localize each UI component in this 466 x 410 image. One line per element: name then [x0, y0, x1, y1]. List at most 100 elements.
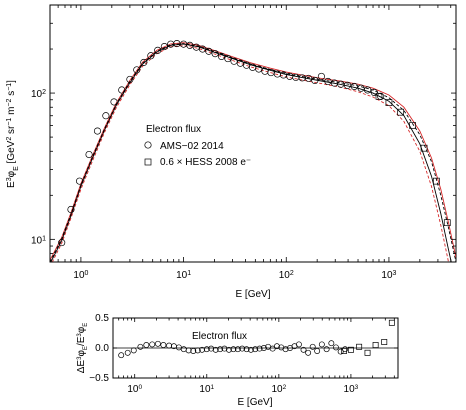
residual-ams-point — [149, 341, 156, 348]
residual-y-axis-label: ΔE3φE/E3φE — [76, 323, 89, 374]
residual-hess-point — [356, 343, 363, 350]
model-curve-2 — [51, 45, 449, 262]
ams-point — [154, 46, 162, 54]
residual-ams-point — [234, 346, 241, 353]
flux-y-axis-label: E3φE [GeV2 sr−1 m−2 s−1] — [6, 80, 20, 188]
hess-point — [443, 219, 451, 227]
legend-label-hess: 0.6 × HESS 2008 e⁻ — [160, 157, 251, 168]
data-markers — [58, 40, 451, 247]
ams-point — [67, 205, 75, 214]
ams-point — [173, 40, 181, 48]
ams-point — [357, 84, 365, 92]
residual-ams-point — [190, 348, 197, 354]
residual-ams-point — [300, 346, 307, 353]
residual-ams-point — [212, 346, 219, 353]
residual-ams-point — [328, 340, 335, 347]
model-curve-0 — [50, 43, 452, 262]
residual-ams-point — [323, 346, 330, 353]
residual-ams-point — [318, 341, 325, 348]
legend-marker-ams — [144, 141, 152, 149]
ams-point — [85, 150, 93, 159]
ams-point — [133, 66, 141, 74]
residual-ams-point — [199, 346, 206, 353]
residual-ams-point — [208, 345, 215, 352]
legend: Electron flux AMS−02 2014 0.6 × HESS 200… — [144, 124, 251, 168]
legend-title: Electron flux — [146, 124, 201, 135]
residual-y-tick-label: 0.5 — [95, 313, 109, 324]
residual-ams-point — [260, 345, 267, 351]
residual-ams-point — [130, 347, 137, 354]
ams-point — [211, 50, 219, 58]
ams-point — [205, 47, 213, 55]
ams-point — [317, 72, 325, 80]
ams-point — [305, 74, 313, 82]
ams-point — [236, 59, 244, 67]
ams-point — [147, 52, 155, 60]
residual-ams-point — [239, 345, 246, 352]
ams-point — [186, 41, 194, 49]
ams-point — [217, 52, 226, 60]
residual-ams-point — [295, 341, 302, 348]
residual-ams-point — [247, 346, 254, 353]
residual-ams-point — [305, 349, 312, 356]
ams-point — [198, 45, 207, 53]
residual-hess-point — [381, 339, 388, 345]
x-tick-label: 103 — [381, 270, 396, 282]
residual-ams-point — [143, 342, 150, 348]
residual-ams-point — [203, 346, 210, 353]
flux-x-axis-label: E [GeV] — [235, 289, 270, 300]
residual-x-tick-label: 103 — [344, 384, 359, 396]
ams-point — [343, 81, 352, 89]
ams-point — [292, 73, 300, 81]
residual-panel: 100 101 102 103 0.5 0.0 −0.5 Electron flux E [… — [76, 313, 399, 408]
legend-label-ams: AMS−02 2014 — [160, 141, 224, 152]
y-tick-label: 101 — [31, 235, 46, 247]
model-curves — [50, 42, 456, 262]
residual-ams-point — [309, 343, 316, 350]
residual-ams-point — [342, 346, 349, 353]
residual-ams-point — [217, 346, 224, 353]
residual-ams-point — [154, 340, 161, 347]
residual-ams-point — [225, 346, 232, 353]
flux-plot-frame — [49, 4, 457, 263]
residual-hess-point — [340, 348, 347, 354]
ams-point — [311, 76, 319, 84]
ams-point — [93, 127, 102, 135]
flux-axis-ticks: 100 101 102 103 101 102 — [31, 4, 456, 282]
residual-ams-point — [166, 342, 173, 349]
hess-point — [420, 144, 428, 152]
x-tick-label: 100 — [73, 270, 88, 282]
flux-panel: 100 101 102 103 101 102 E [GeV] E3φE [GeV2 sr… — [6, 4, 457, 300]
ams-point — [192, 43, 200, 51]
residual-annotation: Electron flux — [192, 331, 247, 342]
residual-ams-point — [137, 343, 144, 350]
ams-point — [118, 86, 126, 94]
residual-hess-point — [364, 349, 371, 356]
residual-ams-point — [160, 342, 167, 348]
model-curve-1 — [50, 42, 456, 261]
residual-ams-point — [175, 344, 182, 351]
residual-hess-point — [372, 342, 379, 348]
residual-hess-point — [347, 346, 354, 353]
hess-point — [385, 99, 393, 106]
ams-point — [364, 86, 372, 94]
residual-ams-point — [243, 346, 250, 353]
residual-axis-ticks: 100 101 102 103 0.5 0.0 −0.5 — [89, 313, 398, 395]
residual-ams-point — [221, 345, 228, 352]
residual-ams-point — [273, 343, 280, 350]
hess-point — [397, 108, 404, 116]
residual-ams-point — [194, 347, 201, 354]
residual-x-axis-label: E [GeV] — [237, 397, 272, 408]
ams-point — [58, 239, 66, 247]
residual-ams-point — [282, 346, 289, 353]
ams-point — [110, 98, 118, 106]
model-curve-3 — [50, 43, 456, 262]
ams-point — [160, 42, 168, 51]
residual-x-tick-label: 102 — [271, 384, 286, 396]
hess-point — [433, 177, 440, 185]
ams-point — [337, 80, 345, 88]
residual-y-tick-label: −0.5 — [89, 373, 109, 384]
residual-hess-point — [388, 319, 395, 326]
residual-markers — [118, 319, 395, 359]
